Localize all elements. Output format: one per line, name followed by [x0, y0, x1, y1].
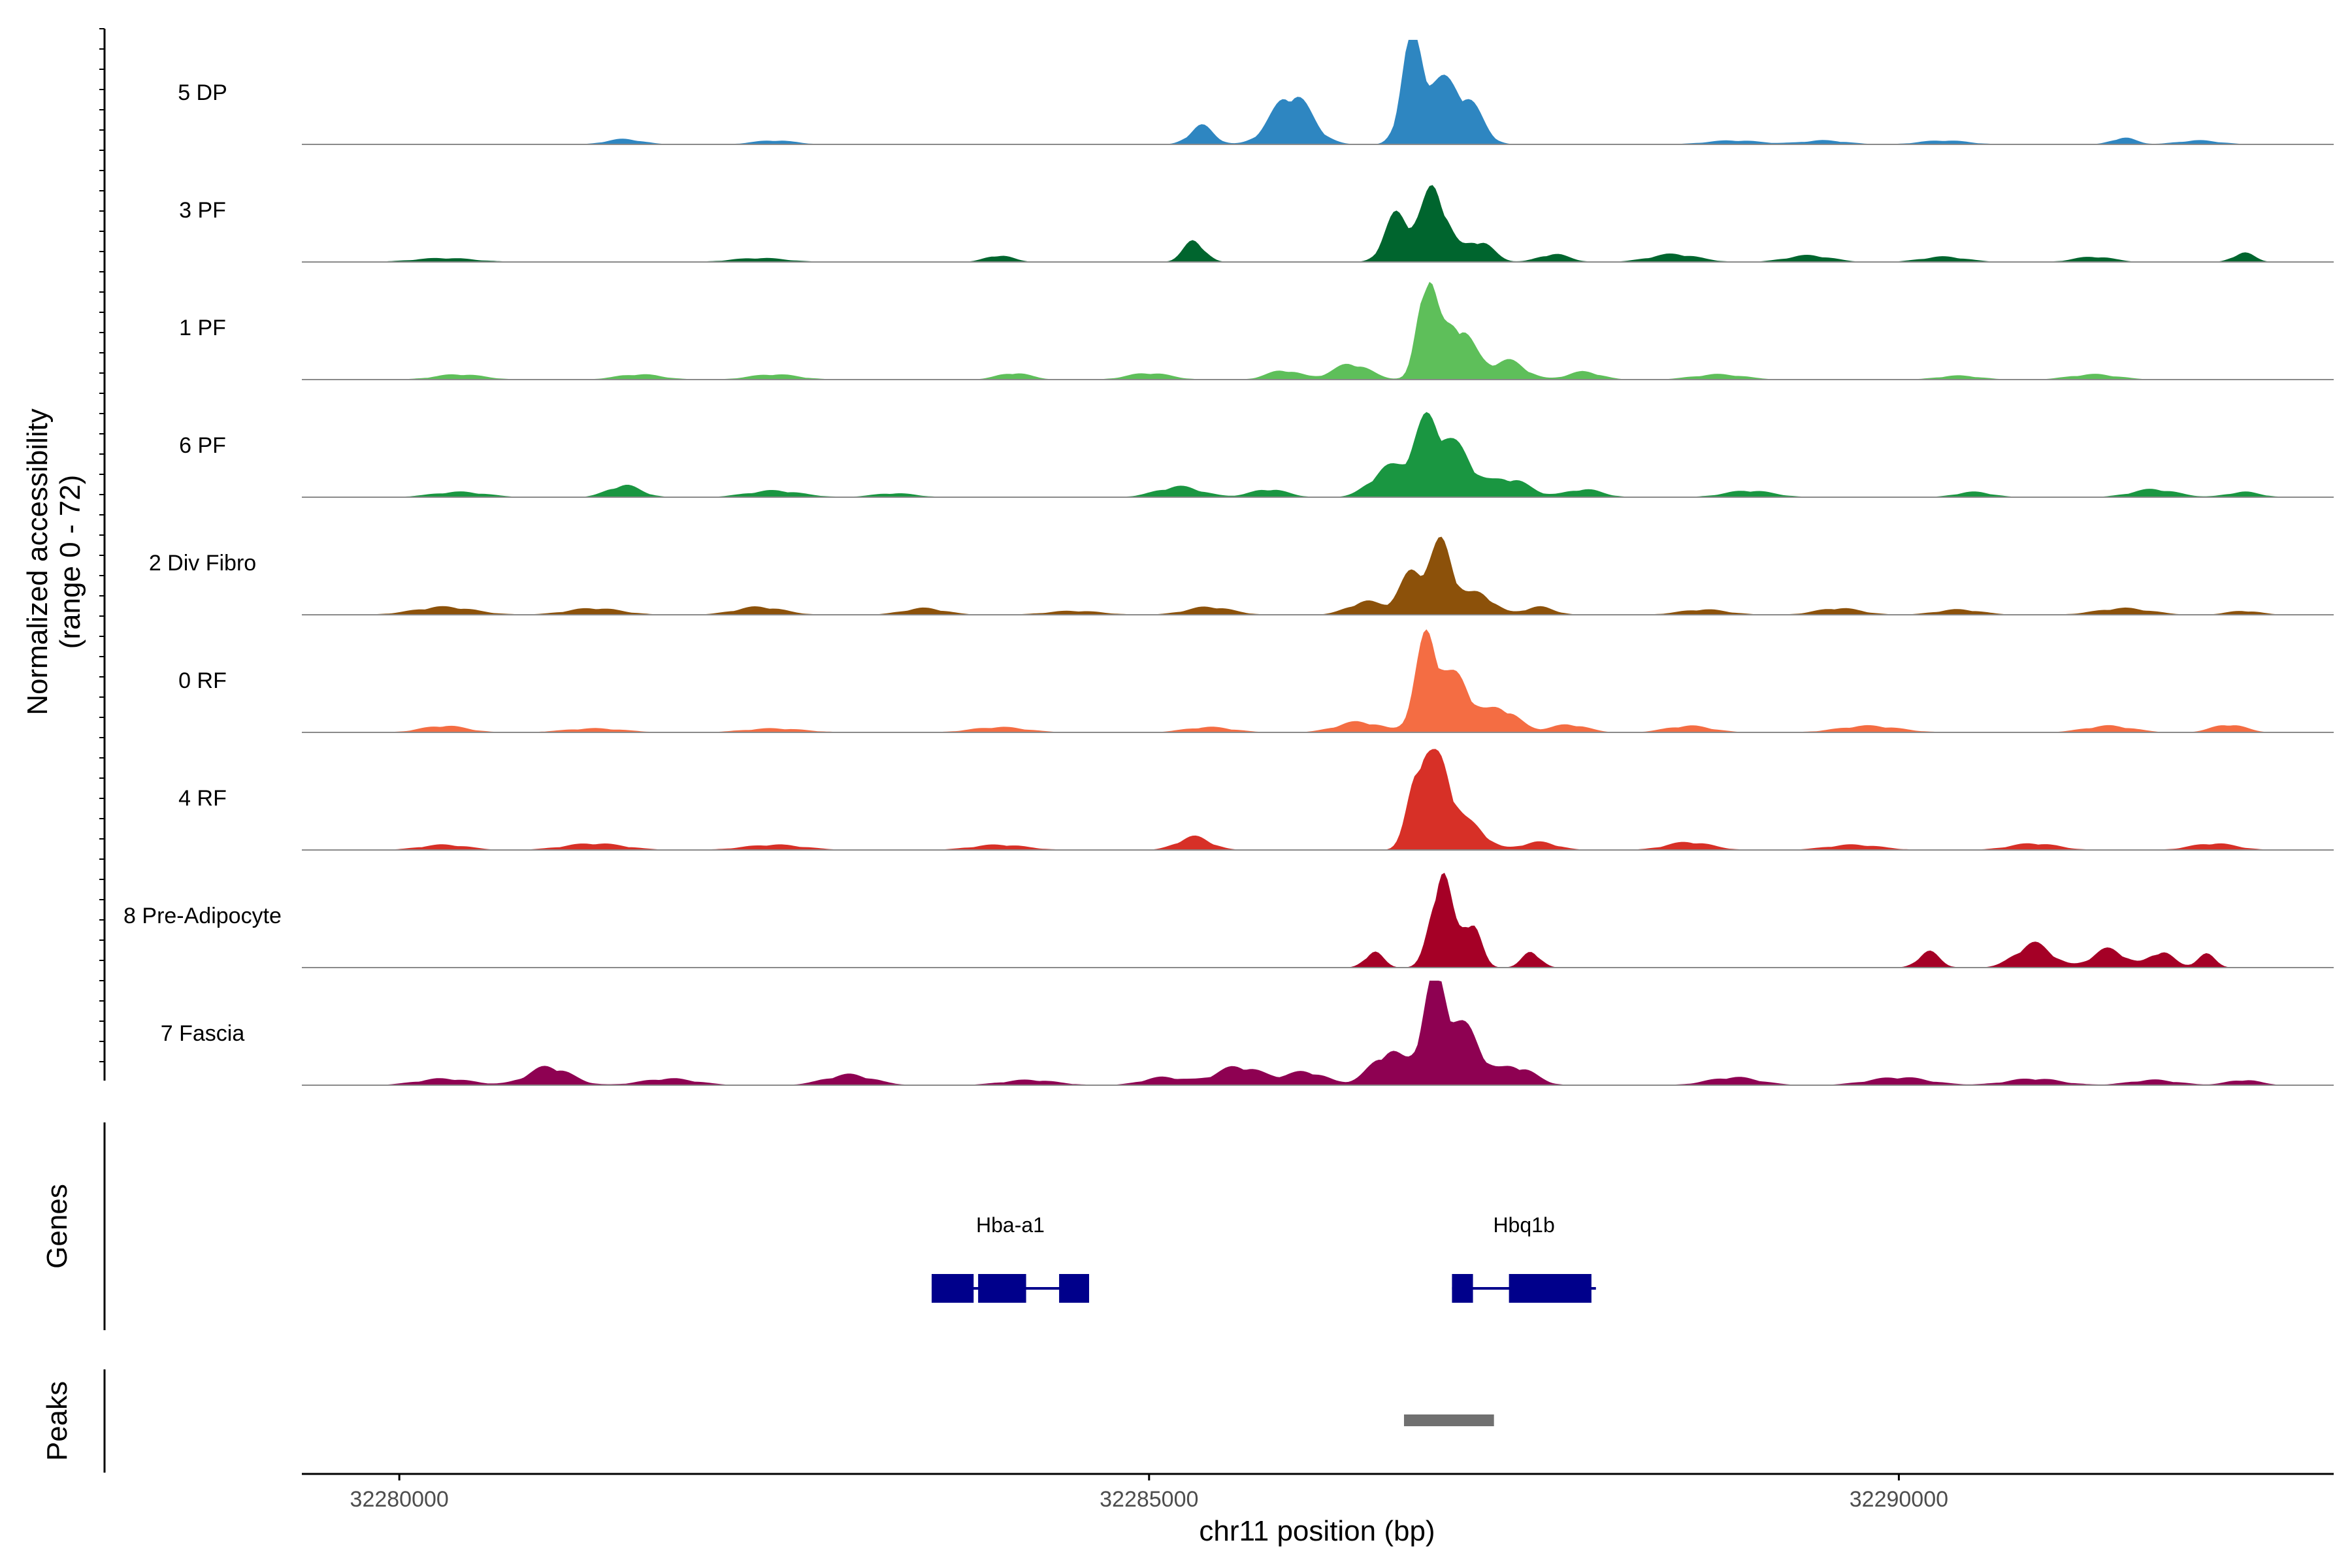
gene-exon — [1059, 1274, 1089, 1303]
genes-track: Hba-a1 Hbq1b — [931, 1213, 1596, 1303]
track-9: 7 Fascia — [161, 981, 2334, 1086]
track-2: 3 PF — [179, 185, 2334, 263]
peaks-track — [1403, 1414, 1494, 1426]
track-5: 2 Div Fibro — [149, 536, 2334, 615]
peak-region — [1403, 1414, 1494, 1426]
gene-hbq1b: Hbq1b — [1452, 1213, 1596, 1303]
x-tick-label: 32285000 — [1100, 1487, 1198, 1512]
track-4: 6 PF — [179, 412, 2334, 498]
track-7: 4 RF — [178, 749, 2334, 851]
x-tick-label: 32290000 — [1850, 1487, 1948, 1512]
track-label: 6 PF — [179, 433, 226, 458]
y-axis-range-group: (range 0 - 72) — [54, 475, 86, 649]
gene-exon — [931, 1274, 974, 1303]
x-tick-label: 32280000 — [350, 1487, 449, 1512]
genes-track-title: Genes — [41, 1184, 73, 1269]
track-label: 1 PF — [179, 316, 226, 340]
gene-exon — [978, 1274, 1026, 1303]
x-axis-title: chr11 position (bp) — [1199, 1515, 1435, 1547]
gene-exon — [1509, 1274, 1592, 1303]
peaks-track-title: Peaks — [41, 1381, 73, 1461]
x-axis-ticks: 32280000 32285000 32290000 — [350, 1474, 1948, 1512]
gene-hba-a1: Hba-a1 — [931, 1213, 1089, 1303]
track-label: 8 Pre-Adipocyte — [123, 904, 282, 928]
track-label: 3 PF — [179, 198, 226, 223]
track-label: 0 RF — [178, 668, 227, 693]
y-axis-title: Normalized accessibility — [22, 408, 54, 715]
track-label: 4 RF — [178, 786, 227, 811]
gene-name: Hba-a1 — [976, 1213, 1045, 1237]
genes-title-group: Genes — [41, 1184, 73, 1269]
gene-name: Hbq1b — [1493, 1213, 1554, 1237]
y-axis-range-label: (range 0 - 72) — [54, 475, 86, 649]
track-label: 7 Fascia — [161, 1021, 245, 1046]
y-axis-title-group: Normalized accessibility — [22, 408, 54, 715]
peaks-title-group: Peaks — [41, 1381, 73, 1461]
track-label: 5 DP — [178, 80, 227, 105]
y-axis-ticks — [99, 28, 105, 1062]
track-1: 5 DP — [178, 40, 2334, 145]
track-8: 8 Pre-Adipocyte — [123, 872, 2334, 968]
coverage-tracks: 5 DP 3 PF 1 PF 6 PF 2 Div Fibro 0 RF 4 RF 8 Pre… — [123, 40, 2334, 1086]
track-label: 2 Div Fibro — [149, 551, 256, 576]
track-3: 1 PF — [179, 282, 2334, 380]
track-6: 0 RF — [178, 629, 2334, 733]
gene-exon — [1452, 1274, 1473, 1303]
